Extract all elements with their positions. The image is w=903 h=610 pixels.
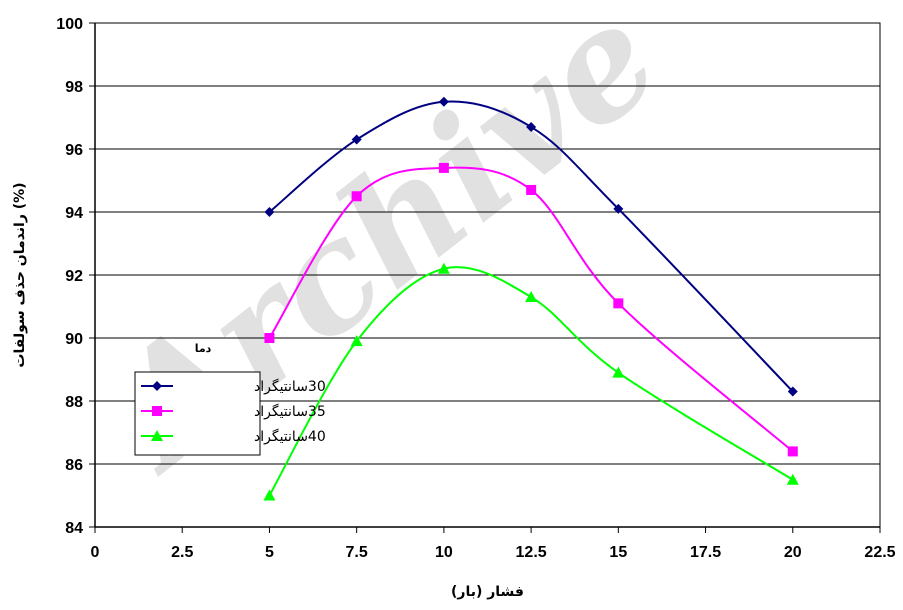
legend-label: 40سانتیگراد: [254, 428, 326, 445]
legend-item: 40سانتیگراد: [141, 428, 326, 445]
data-point-triangle: [263, 489, 276, 501]
x-tick-label: 7.5: [346, 544, 368, 561]
series-diamond: [264, 96, 798, 397]
data-point-square: [264, 333, 275, 343]
y-tick-label: 84: [65, 520, 83, 537]
legend-marker-triangle: [151, 430, 163, 441]
data-point-square: [351, 191, 362, 202]
y-tick-label: 88: [65, 394, 83, 411]
data-point-diamond: [526, 121, 537, 132]
y-tick-label: 92: [65, 268, 83, 285]
x-tick-label: 20: [784, 544, 802, 561]
y-tick-label: 96: [65, 142, 83, 159]
legend-label: 35سانتیگراد: [254, 403, 326, 420]
series-line: [268, 266, 794, 496]
legend-item: 35سانتیگراد: [141, 403, 326, 420]
y-axis-title: راندمان حذف سولفات (%): [12, 182, 28, 367]
data-point-diamond: [787, 386, 798, 397]
tick-labels: 84 86 88 90 92 94 96 98 100 0 2.5 5 7.5 10 12.5 15 17.5 2…: [56, 16, 895, 561]
x-tick-label: 10: [435, 544, 453, 561]
data-point-triangle: [786, 473, 799, 485]
x-tick-label: 22.5: [864, 544, 895, 561]
y-tick-label: 98: [65, 79, 83, 96]
series: [263, 96, 799, 501]
x-tick-label: 17.5: [690, 544, 721, 561]
data-point-triangle: [437, 262, 450, 274]
y-tick-label: 90: [65, 331, 83, 348]
series-triangle: [263, 262, 799, 501]
series-square: [264, 162, 798, 457]
data-point-triangle: [350, 335, 363, 347]
legend-label: 30سانتیگراد: [254, 378, 326, 395]
data-point-diamond: [264, 207, 275, 217]
data-point-square: [526, 184, 537, 195]
y-tick-label: 86: [65, 457, 83, 474]
data-point-diamond: [613, 203, 624, 214]
x-axis-title: فشار (بار): [451, 584, 524, 600]
data-point-diamond: [351, 134, 362, 145]
axes: [89, 22, 881, 533]
x-tick-label: 0: [91, 544, 100, 561]
series-line: [268, 100, 794, 393]
y-tick-label: 94: [65, 205, 83, 222]
series-line: [268, 166, 794, 453]
data-point-diamond: [438, 96, 449, 107]
legend-marker-diamond: [152, 381, 162, 391]
data-point-square: [787, 446, 798, 457]
legend-marker-square: [152, 406, 162, 416]
legend: دما 30سانتیگراد 35سانتیگراد 40سانتیگراد: [134, 342, 326, 456]
x-tick-label: 2.5: [171, 544, 193, 561]
legend-item: 30سانتیگراد: [141, 378, 326, 395]
data-point-triangle: [612, 366, 625, 378]
data-point-square: [613, 298, 624, 309]
x-tick-label: 5: [265, 544, 274, 561]
data-point-triangle: [525, 291, 538, 303]
data-point-square: [438, 162, 449, 173]
legend-title: دما: [195, 342, 212, 355]
x-tick-label: 15: [609, 544, 627, 561]
x-tick-label: 12.5: [516, 544, 547, 561]
y-tick-label: 100: [56, 16, 83, 33]
